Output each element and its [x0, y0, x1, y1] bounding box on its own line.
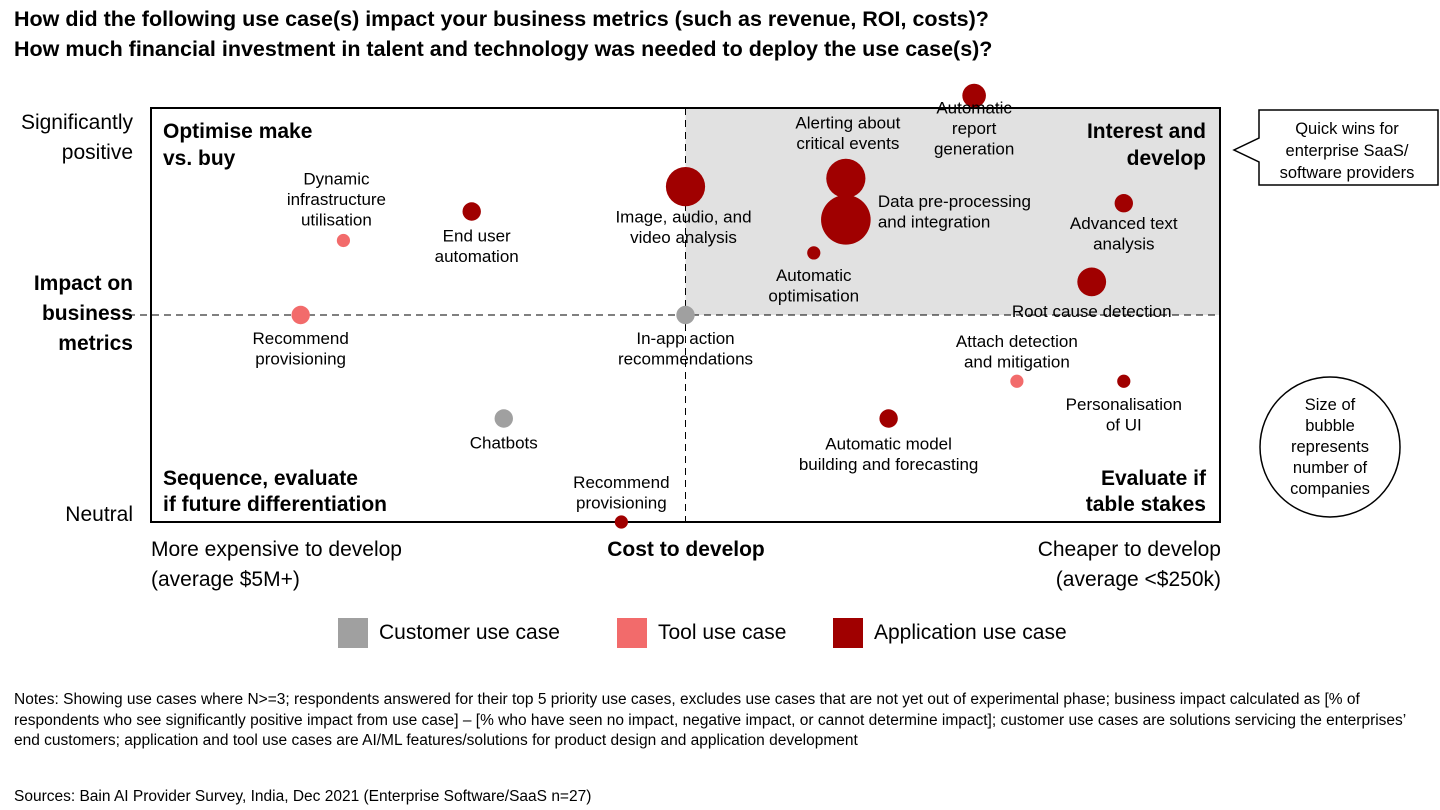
bubble-customer-14 — [494, 409, 513, 428]
bubble-label-5: Automatic optimisation — [768, 266, 859, 306]
chart-title: How did the following use case(s) impact… — [14, 4, 992, 64]
quadrant-title-bottom-right: Evaluate if table stakes — [1086, 467, 1207, 516]
bubble-label-1: Alerting about critical events — [795, 113, 900, 153]
bubble-application-4 — [1114, 194, 1133, 213]
callout-text: Quick wins for enterprise SaaS/software p… — [1280, 120, 1415, 182]
quadrant-title-bottom-left: Sequence, evaluate if future differentiat… — [163, 467, 387, 516]
quadrant-shade-top-right — [685, 108, 1220, 315]
x-axis-right-label: Cheaper to develop (average <$250k) — [1038, 538, 1221, 591]
bubble-label-4: Advanced text analysis — [1070, 214, 1178, 254]
bubble-label-12: Personalisation of UI — [1066, 395, 1182, 435]
quadrant-title-top-right: Interest and develop — [1087, 120, 1206, 170]
bubble-application-12 — [1117, 374, 1131, 388]
legend-swatch-tool — [617, 618, 647, 648]
quadrant-title-top-left: Optimise make vs. buy — [163, 120, 312, 170]
x-axis-title: Cost to develop — [607, 538, 765, 561]
y-axis-top-label: Significantly positive — [21, 111, 134, 164]
bubble-label-9: Recommend provisioning — [252, 329, 348, 369]
title-line-2: How much financial investment in talent … — [14, 37, 993, 61]
bubble-application-0 — [962, 83, 986, 108]
bubble-label-13: Automatic model building and forecasting — [799, 435, 979, 475]
bubble-tool-11 — [1010, 374, 1024, 388]
bubble-label-14: Chatbots — [470, 434, 538, 453]
plot-frame — [150, 107, 1221, 523]
legend-swatch-application — [833, 618, 863, 648]
bubble-application-5 — [807, 246, 821, 260]
bubble-label-7: Dynamic infrastructure utilisation — [287, 169, 386, 229]
y-axis-title: Impact on business metrics — [34, 272, 133, 355]
bubble-label-15: Recommend provisioning — [573, 473, 669, 513]
legend-item-tool: Tool use case — [617, 618, 786, 648]
bubble-application-3 — [665, 167, 706, 207]
callout-box — [1232, 109, 1439, 186]
bubble-application-6 — [1077, 267, 1107, 297]
bubble-application-2 — [821, 194, 871, 245]
notes-text: Notes: Showing use cases where N>=3; res… — [14, 691, 1406, 749]
legend-label-application: Application use case — [874, 621, 1067, 644]
bubble-label-8: End user automation — [435, 227, 519, 267]
legend-label-tool: Tool use case — [658, 621, 787, 644]
bubble-label-0: Automatic report generation — [934, 99, 1014, 159]
bubble-label-11: Attach detection and mitigation — [956, 332, 1078, 372]
bubble-application-8 — [462, 202, 481, 221]
size-note-text: Size of bubble represents number of companie… — [1290, 396, 1370, 498]
bubble-application-1 — [826, 158, 866, 198]
bubble-label-10: In-app action recommendations — [618, 329, 753, 369]
bubble-label-3: Image, audio, and video analysis — [615, 208, 751, 248]
bubble-application-13 — [879, 409, 898, 428]
legend-label-customer: Customer use case — [379, 621, 560, 644]
bubble-tool-9 — [291, 305, 310, 325]
legend-swatch-customer — [338, 618, 368, 648]
bubble-application-15 — [614, 515, 628, 529]
bubble-tool-7 — [336, 233, 351, 248]
x-axis-left-label: More expensive to develop (average $5M+) — [151, 538, 402, 591]
bubble-customer-10 — [676, 305, 695, 325]
legend-item-application: Application use case — [833, 618, 1067, 648]
bubble-label-6: Root cause detection — [1012, 302, 1172, 321]
bubble-label-2: Data pre-processing and integration — [878, 192, 1031, 232]
bubble-chart: Optimise make vs. buy Interest and develop S… — [21, 83, 1439, 591]
legend-item-customer: Customer use case — [338, 618, 560, 648]
y-axis-bottom-label: Neutral — [65, 503, 133, 526]
size-note-circle — [1259, 376, 1401, 518]
title-line-1: How did the following use case(s) impact… — [14, 7, 989, 31]
sources-text: Sources: Bain AI Provider Survey, India,… — [14, 788, 592, 805]
